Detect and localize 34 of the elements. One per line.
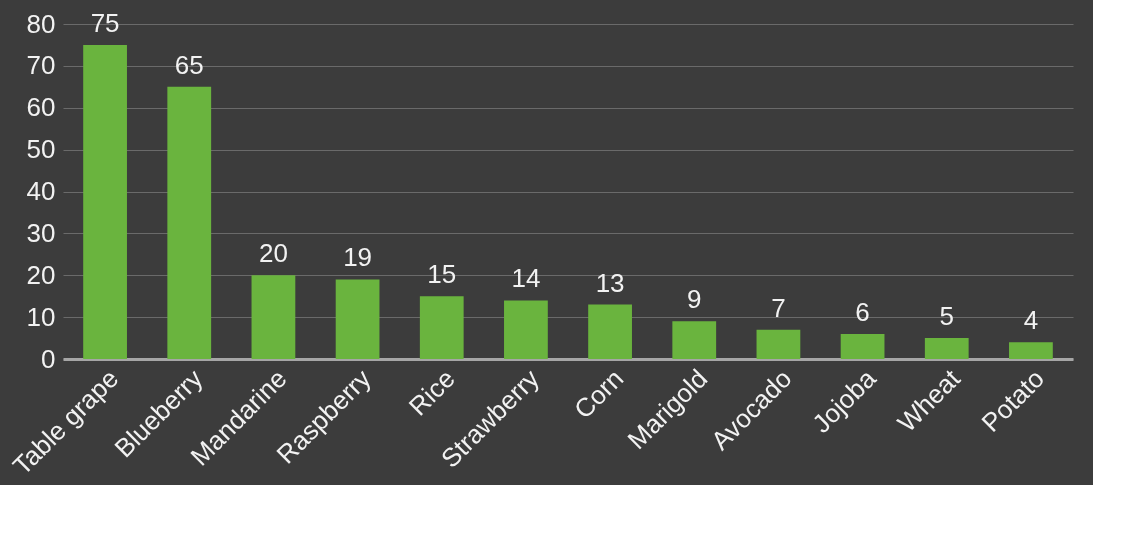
y-tick-label: 50 <box>26 134 56 165</box>
data-label: 65 <box>174 49 204 80</box>
bar <box>167 86 212 359</box>
bar <box>840 333 885 359</box>
data-label: 15 <box>427 259 457 290</box>
data-label: 4 <box>1023 305 1039 336</box>
y-tick-label: 40 <box>26 176 56 206</box>
y-tick-label: 0 <box>41 343 56 374</box>
bar <box>1009 342 1053 359</box>
bar <box>251 275 296 359</box>
bar <box>83 44 127 359</box>
data-label: 20 <box>258 238 288 269</box>
data-label: 5 <box>939 301 954 332</box>
bar <box>335 279 380 359</box>
bar <box>504 300 548 359</box>
bar <box>756 329 801 359</box>
data-label: 14 <box>511 263 541 294</box>
bar <box>672 321 717 359</box>
x-tick-label: Corn <box>568 363 630 425</box>
y-tick-label: 70 <box>26 50 56 81</box>
data-label: 75 <box>90 7 120 38</box>
bar <box>588 304 632 359</box>
y-tick-label: 10 <box>26 301 56 332</box>
data-label: 9 <box>687 284 702 315</box>
bar <box>419 296 464 359</box>
data-label: 19 <box>343 242 373 273</box>
data-label: 13 <box>595 267 625 298</box>
bar <box>924 338 969 359</box>
y-tick-label: 20 <box>26 259 56 290</box>
y-tick-label: 30 <box>26 217 56 248</box>
data-label: 7 <box>771 292 786 323</box>
y-tick-label: 80 <box>26 8 56 39</box>
data-label: 6 <box>855 296 870 327</box>
y-tick-label: 60 <box>26 92 56 123</box>
